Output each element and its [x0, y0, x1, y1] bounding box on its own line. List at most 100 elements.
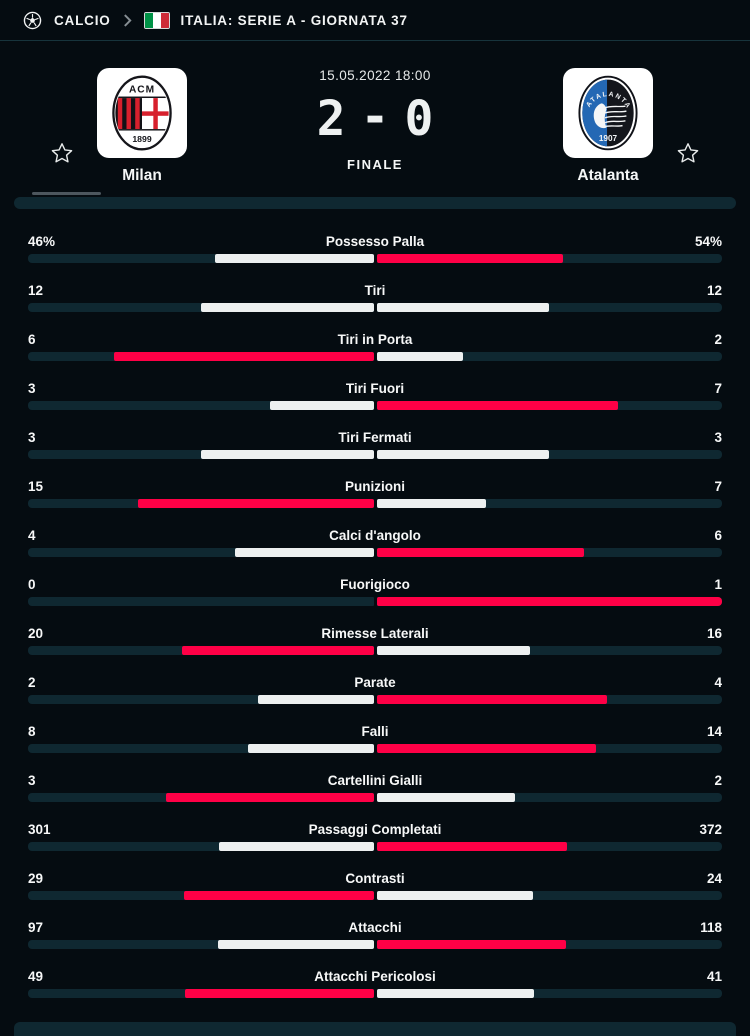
- stat-bar-away-track: [376, 842, 722, 851]
- stat-bar-away-track: [376, 303, 722, 312]
- stat-bar: [28, 695, 722, 704]
- stat-bar-home-track: [28, 303, 374, 312]
- stat-bar-home-track: [28, 793, 374, 802]
- stat-label: Parate: [354, 675, 396, 690]
- stat-home-value: 97: [28, 920, 44, 935]
- stat-away-value: 41: [706, 969, 722, 984]
- atalanta-logo: ATALANTA 1907: [563, 68, 653, 158]
- atalanta-crest-year: 1907: [599, 134, 618, 143]
- stat-row: 4 Calci d'angolo 6: [28, 528, 722, 557]
- stat-row: 29 Contrasti 24: [28, 871, 722, 900]
- stat-row-header: 2 Parate 4: [28, 675, 722, 690]
- stat-bar-home-track: [28, 450, 374, 459]
- stats-section-strip: [14, 197, 736, 209]
- stat-bar-away-fill: [376, 744, 597, 753]
- stat-home-value: 8: [28, 724, 36, 739]
- score-separator: -: [360, 89, 390, 145]
- stat-label: Punizioni: [345, 479, 405, 494]
- stat-away-value: 372: [699, 822, 722, 837]
- stat-bar-home-fill: [200, 303, 374, 312]
- stat-bar: [28, 940, 722, 949]
- stat-label: Attacchi Pericolosi: [314, 969, 436, 984]
- stat-bar: [28, 450, 722, 459]
- stat-bar-away-fill: [376, 352, 463, 361]
- stat-row-header: 3 Tiri Fermati 3: [28, 430, 722, 445]
- stat-home-value: 15: [28, 479, 44, 494]
- milan-crest-acronym: ACM: [129, 85, 155, 96]
- stat-bar-away-track: [376, 940, 722, 949]
- stat-home-value: 0: [28, 577, 36, 592]
- stat-label: Attacchi: [348, 920, 402, 935]
- stat-row-header: 49 Attacchi Pericolosi 41: [28, 969, 722, 984]
- stat-bar-home-fill: [258, 695, 374, 704]
- stat-bar-home-fill: [137, 499, 374, 508]
- stat-label: Rimesse Laterali: [321, 626, 429, 641]
- stat-bar: [28, 597, 722, 606]
- stat-bar-away-fill: [376, 254, 564, 263]
- stat-label: Tiri Fuori: [345, 381, 405, 396]
- favorite-star-home-icon[interactable]: [50, 141, 74, 165]
- stat-bar-home-track: [28, 940, 374, 949]
- stat-away-value: 54%: [694, 234, 722, 249]
- stat-row: 6 Tiri in Porta 2: [28, 332, 722, 361]
- stat-bar: [28, 401, 722, 410]
- breadcrumb-bar: CALCIO ITALIA: SERIE A - GIORNATA 37: [0, 0, 750, 41]
- milan-crest-year: 1899: [132, 134, 152, 144]
- away-score: 0: [404, 91, 434, 147]
- stat-row-header: 46% Possesso Palla 54%: [28, 234, 722, 249]
- stat-bar-away-track: [376, 646, 722, 655]
- stat-bar-away-fill: [376, 597, 722, 606]
- stat-bar-home-fill: [185, 989, 374, 998]
- stat-bar-home-fill: [200, 450, 374, 459]
- stat-bar-away-fill: [376, 401, 619, 410]
- stat-bar-home-track: [28, 254, 374, 263]
- stat-home-value: 46%: [28, 234, 56, 249]
- stat-label: Cartellini Gialli: [327, 773, 423, 788]
- favorite-star-away-icon[interactable]: [676, 141, 700, 165]
- stat-bar-away-track: [376, 597, 722, 606]
- flag-red-band: [160, 12, 169, 28]
- stat-bar-away-fill: [376, 303, 550, 312]
- stat-away-value: 2: [714, 332, 722, 347]
- match-score: 2 - 0: [245, 89, 505, 147]
- breadcrumb-league[interactable]: ITALIA: SERIE A - GIORNATA 37: [180, 12, 408, 28]
- stat-bar-home-track: [28, 989, 374, 998]
- flag-green-band: [144, 12, 153, 28]
- stat-bar-home-track: [28, 597, 374, 606]
- stat-bar-away-fill: [376, 793, 515, 802]
- stat-bar-home-track: [28, 401, 374, 410]
- team-away[interactable]: ATALANTA 1907 Atalanta: [563, 68, 653, 185]
- breadcrumb-sport[interactable]: CALCIO: [54, 12, 111, 28]
- stat-bar-away-track: [376, 548, 722, 557]
- stat-away-value: 16: [706, 626, 722, 641]
- stat-row-header: 29 Contrasti 24: [28, 871, 722, 886]
- match-datetime: 15.05.2022 18:00: [319, 68, 431, 83]
- stat-label: Tiri in Porta: [337, 332, 413, 347]
- stat-bar-away-fill: [376, 646, 531, 655]
- stat-home-value: 6: [28, 332, 36, 347]
- stat-row-header: 8 Falli 14: [28, 724, 722, 739]
- stat-row: 0 Fuorigioco 1: [28, 577, 722, 606]
- team-home[interactable]: ACM 1899 Milan: [97, 68, 187, 185]
- match-header: ACM 1899 Milan 15.05.2022 18:00 2: [0, 41, 750, 209]
- stat-row: 3 Tiri Fuori 7: [28, 381, 722, 410]
- stat-away-value: 7: [714, 479, 722, 494]
- stat-bar: [28, 646, 722, 655]
- stat-away-value: 1: [714, 577, 722, 592]
- stat-label: Possesso Palla: [325, 234, 425, 249]
- stat-bar: [28, 499, 722, 508]
- stat-bar-away-track: [376, 989, 722, 998]
- stat-bar-away-fill: [376, 450, 550, 459]
- stat-bar-away-track: [376, 793, 722, 802]
- stat-bar: [28, 989, 722, 998]
- stat-label: Falli: [361, 724, 389, 739]
- stat-bar-away-fill: [376, 940, 567, 949]
- stat-bar: [28, 303, 722, 312]
- stat-home-value: 2: [28, 675, 36, 690]
- stat-home-value: 4: [28, 528, 36, 543]
- stat-bar: [28, 744, 722, 753]
- stat-row: 3 Cartellini Gialli 2: [28, 773, 722, 802]
- stat-bar-home-track: [28, 499, 374, 508]
- stat-bar-home-fill: [114, 352, 374, 361]
- stat-label: Fuorigioco: [340, 577, 410, 592]
